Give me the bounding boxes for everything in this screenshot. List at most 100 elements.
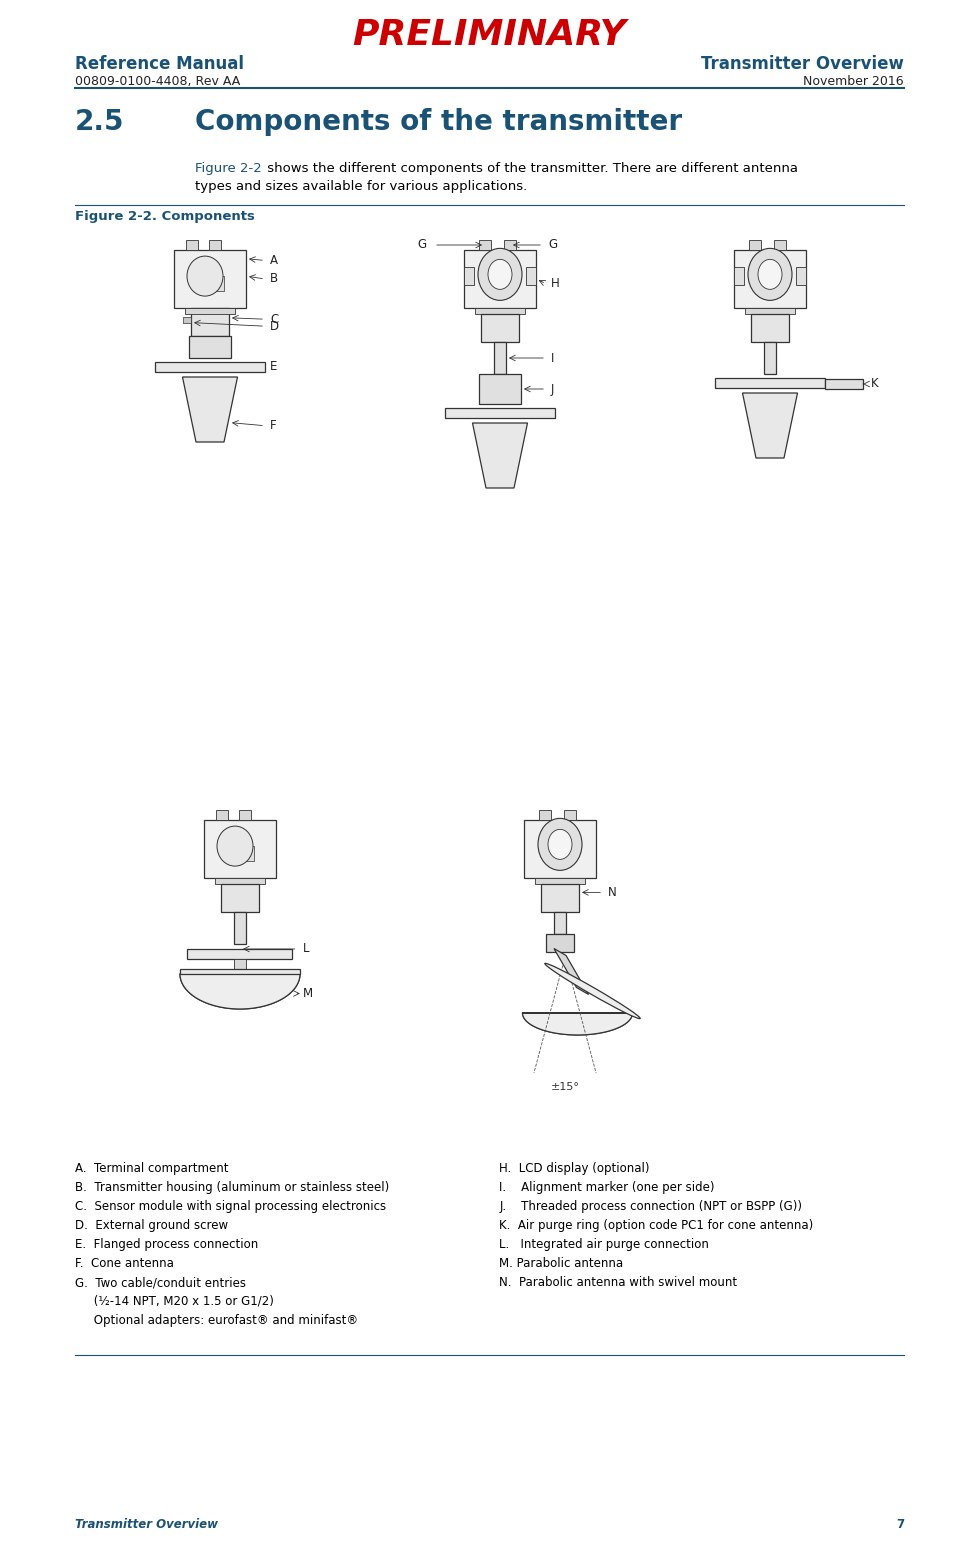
Bar [208, 241, 221, 250]
Text: N.  Parabolic antenna with swivel mount: N. Parabolic antenna with swivel mount [499, 1277, 736, 1289]
Bar [188, 949, 292, 960]
Text: F.  Cone antenna: F. Cone antenna [75, 1256, 174, 1270]
Bar [539, 811, 551, 820]
Text: PRELIMINARY: PRELIMINARY [352, 19, 626, 51]
Bar [221, 884, 259, 912]
Bar [494, 342, 506, 374]
Bar [795, 267, 805, 284]
Bar [525, 267, 535, 284]
Bar [554, 912, 565, 933]
Polygon shape [180, 974, 299, 1009]
Text: (½-14 NPT, M20 x 1.5 or G1/2): (½-14 NPT, M20 x 1.5 or G1/2) [75, 1295, 274, 1308]
Ellipse shape [538, 818, 581, 870]
Text: C.  Sensor module with signal processing electronics: C. Sensor module with signal processing … [75, 1200, 385, 1213]
Ellipse shape [217, 826, 252, 867]
Bar [216, 811, 228, 820]
Bar [523, 820, 596, 877]
Text: E: E [270, 360, 277, 374]
Bar [744, 307, 794, 314]
Text: K.  Air purge ring (option code PC1 for cone antenna): K. Air purge ring (option code PC1 for c… [499, 1219, 813, 1232]
Text: shows the different components of the transmitter. There are different antenna: shows the different components of the tr… [263, 162, 797, 175]
Text: D: D [270, 320, 279, 332]
Bar [734, 267, 743, 284]
Bar [750, 314, 788, 342]
Text: G: G [548, 239, 556, 252]
Text: M: M [302, 988, 312, 1000]
Ellipse shape [548, 829, 571, 859]
Text: J: J [551, 382, 554, 396]
Polygon shape [554, 949, 588, 994]
Text: M. Parabolic antenna: M. Parabolic antenna [499, 1256, 623, 1270]
Bar [464, 250, 535, 307]
Bar [464, 267, 473, 284]
Text: A: A [270, 255, 278, 267]
Text: Transmitter Overview: Transmitter Overview [700, 54, 903, 73]
Text: B.  Transmitter housing (aluminum or stainless steel): B. Transmitter housing (aluminum or stai… [75, 1180, 389, 1194]
Bar [774, 241, 785, 250]
Text: Figure 2-2: Figure 2-2 [195, 162, 261, 175]
Text: types and sizes available for various applications.: types and sizes available for various ap… [195, 180, 527, 193]
Polygon shape [741, 393, 797, 458]
Bar [563, 811, 575, 820]
Bar [189, 335, 231, 359]
Text: L: L [302, 943, 309, 955]
Text: B: B [270, 272, 278, 286]
Bar [155, 362, 265, 373]
Ellipse shape [747, 248, 791, 300]
Bar [534, 877, 585, 884]
Text: G: G [418, 239, 426, 252]
Text: F: F [270, 419, 277, 432]
Bar [748, 241, 760, 250]
Text: A.  Terminal compartment: A. Terminal compartment [75, 1162, 228, 1176]
Text: Components of the transmitter: Components of the transmitter [195, 109, 682, 137]
Text: N: N [607, 885, 616, 899]
Text: C: C [270, 312, 278, 326]
Polygon shape [472, 422, 527, 488]
Text: November 2016: November 2016 [803, 75, 903, 89]
Text: 7: 7 [895, 1517, 903, 1531]
Ellipse shape [757, 259, 781, 289]
Bar [478, 241, 491, 250]
Bar [445, 408, 555, 418]
Text: ±15°: ±15° [550, 1082, 579, 1092]
Bar [478, 374, 520, 404]
Bar [763, 342, 776, 374]
Bar [734, 250, 805, 307]
Bar [239, 811, 250, 820]
Text: D.  External ground screw: D. External ground screw [75, 1219, 228, 1232]
Ellipse shape [187, 256, 223, 297]
Bar [714, 377, 824, 388]
Text: I.    Alignment marker (one per side): I. Alignment marker (one per side) [499, 1180, 714, 1194]
Ellipse shape [487, 259, 511, 289]
Bar [213, 276, 224, 290]
Bar [541, 884, 578, 912]
Bar [234, 912, 245, 944]
Bar [474, 307, 524, 314]
Text: 2.5: 2.5 [75, 109, 124, 137]
Text: Reference Manual: Reference Manual [75, 54, 244, 73]
Text: J.    Threaded process connection (NPT or BSPP (G)): J. Threaded process connection (NPT or B… [499, 1200, 802, 1213]
Text: H: H [551, 276, 559, 290]
Bar [191, 307, 229, 335]
Polygon shape [522, 1013, 632, 1034]
Text: Optional adapters: eurofast® and minifast®: Optional adapters: eurofast® and minifas… [75, 1314, 358, 1326]
Text: K: K [870, 377, 877, 390]
Text: E.  Flanged process connection: E. Flanged process connection [75, 1238, 258, 1252]
Bar [185, 307, 235, 314]
Bar [203, 820, 276, 877]
Bar [824, 379, 863, 388]
Bar [546, 933, 573, 952]
Polygon shape [182, 377, 238, 443]
Bar [244, 846, 254, 860]
Text: I: I [551, 351, 554, 365]
Ellipse shape [545, 963, 640, 1019]
Bar [180, 969, 299, 974]
Text: Transmitter Overview: Transmitter Overview [75, 1517, 218, 1531]
Ellipse shape [477, 248, 521, 300]
Bar [186, 241, 198, 250]
Text: H.  LCD display (optional): H. LCD display (optional) [499, 1162, 649, 1176]
Bar [234, 960, 245, 969]
Bar [480, 314, 518, 342]
Bar [183, 317, 191, 323]
Bar [215, 877, 265, 884]
